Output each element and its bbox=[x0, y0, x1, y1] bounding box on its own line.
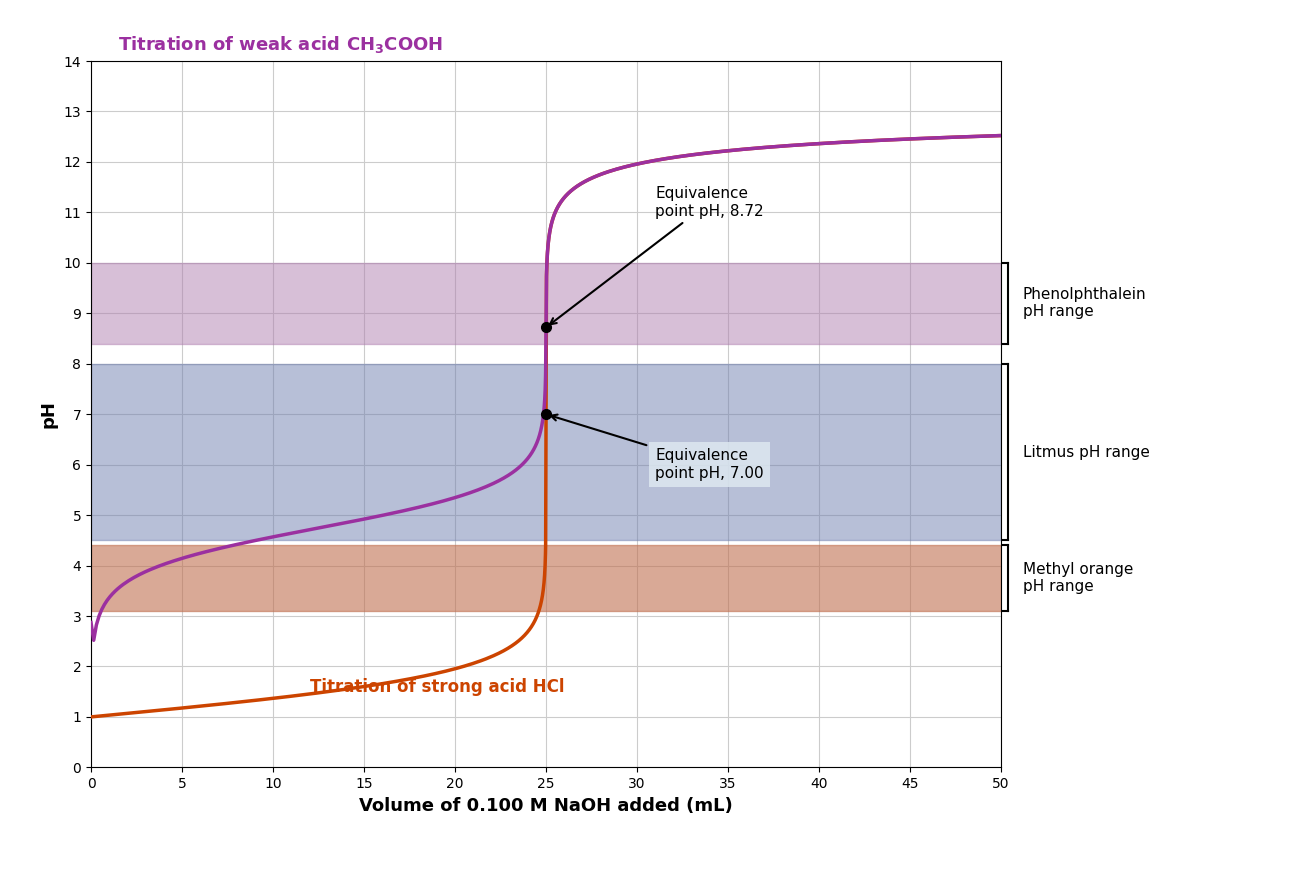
Y-axis label: pH: pH bbox=[40, 400, 58, 428]
Bar bbox=[91, 262, 1001, 344]
Text: Litmus pH range: Litmus pH range bbox=[1023, 445, 1149, 460]
X-axis label: Volume of 0.100 M NaOH added (mL): Volume of 0.100 M NaOH added (mL) bbox=[359, 797, 733, 814]
Text: Equivalence
point pH, 8.72: Equivalence point pH, 8.72 bbox=[550, 186, 764, 324]
Text: Phenolphthalein
pH range: Phenolphthalein pH range bbox=[1023, 287, 1147, 319]
Text: Titration of strong acid HCl: Titration of strong acid HCl bbox=[309, 678, 564, 696]
Bar bbox=[91, 545, 1001, 611]
Text: Titration of weak acid $\mathregular{CH_3COOH}$: Titration of weak acid $\mathregular{CH_… bbox=[118, 34, 443, 55]
Text: Equivalence
point pH, 7.00: Equivalence point pH, 7.00 bbox=[551, 414, 764, 480]
Text: Methyl orange
pH range: Methyl orange pH range bbox=[1023, 562, 1134, 595]
Bar bbox=[91, 364, 1001, 541]
